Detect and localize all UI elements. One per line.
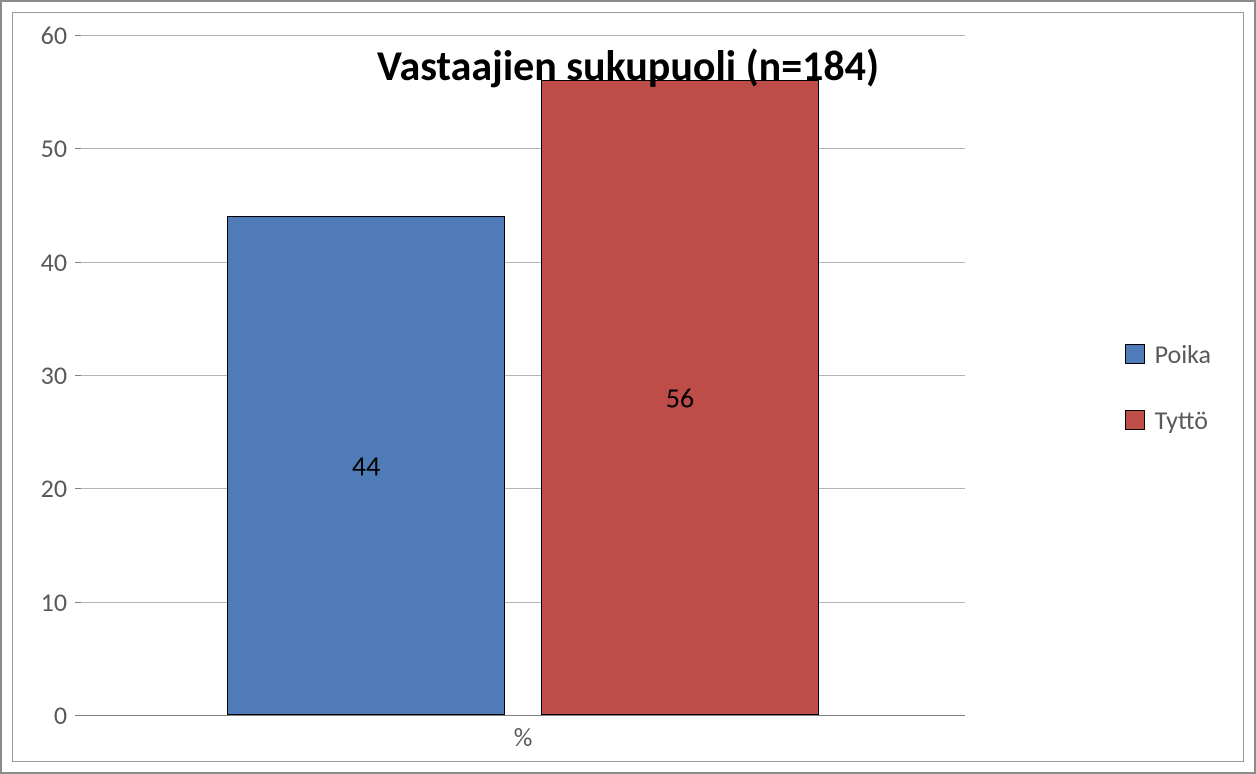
gridline bbox=[81, 602, 965, 603]
chart-inner-border: Vastaajien sukupuoli (n=184) % 0 10 20 30 40… bbox=[12, 12, 1244, 762]
legend-label: Tyttö bbox=[1155, 404, 1208, 436]
y-tick-label: 40 bbox=[27, 246, 67, 278]
gridline bbox=[81, 488, 965, 489]
gridline bbox=[81, 262, 965, 263]
y-tick-label: 20 bbox=[27, 472, 67, 504]
y-tick-mark bbox=[75, 148, 81, 149]
y-tick-mark bbox=[75, 602, 81, 603]
legend-item: Tyttö bbox=[1125, 404, 1211, 436]
chart-container: Vastaajien sukupuoli (n=184) % 0 10 20 30 40… bbox=[0, 0, 1256, 774]
gridline bbox=[81, 148, 965, 149]
y-tick-label: 50 bbox=[27, 132, 67, 164]
y-tick-mark bbox=[75, 715, 81, 716]
gridline bbox=[81, 715, 965, 716]
y-tick-label: 10 bbox=[27, 586, 67, 618]
chart-title: Vastaajien sukupuoli (n=184) bbox=[13, 41, 1243, 92]
y-tick-mark bbox=[75, 35, 81, 36]
y-tick-mark bbox=[75, 488, 81, 489]
x-axis-label: % bbox=[81, 721, 965, 753]
bar-tyttö: 56 bbox=[541, 80, 819, 715]
y-tick-label: 30 bbox=[27, 359, 67, 391]
legend-swatch bbox=[1125, 410, 1145, 430]
legend-label: Poika bbox=[1155, 338, 1211, 370]
bar-value-label: 44 bbox=[228, 448, 504, 483]
gridline bbox=[81, 375, 965, 376]
gridline bbox=[81, 35, 965, 36]
bar-poika: 44 bbox=[227, 216, 505, 715]
legend-item: Poika bbox=[1125, 338, 1211, 370]
bar-value-label: 56 bbox=[542, 380, 818, 415]
y-tick-mark bbox=[75, 262, 81, 263]
legend: Poika Tyttö bbox=[1125, 338, 1211, 436]
y-tick-mark bbox=[75, 375, 81, 376]
y-tick-label: 0 bbox=[27, 699, 67, 731]
legend-swatch bbox=[1125, 344, 1145, 364]
plot-area: % 01020304050604456 bbox=[81, 35, 965, 715]
